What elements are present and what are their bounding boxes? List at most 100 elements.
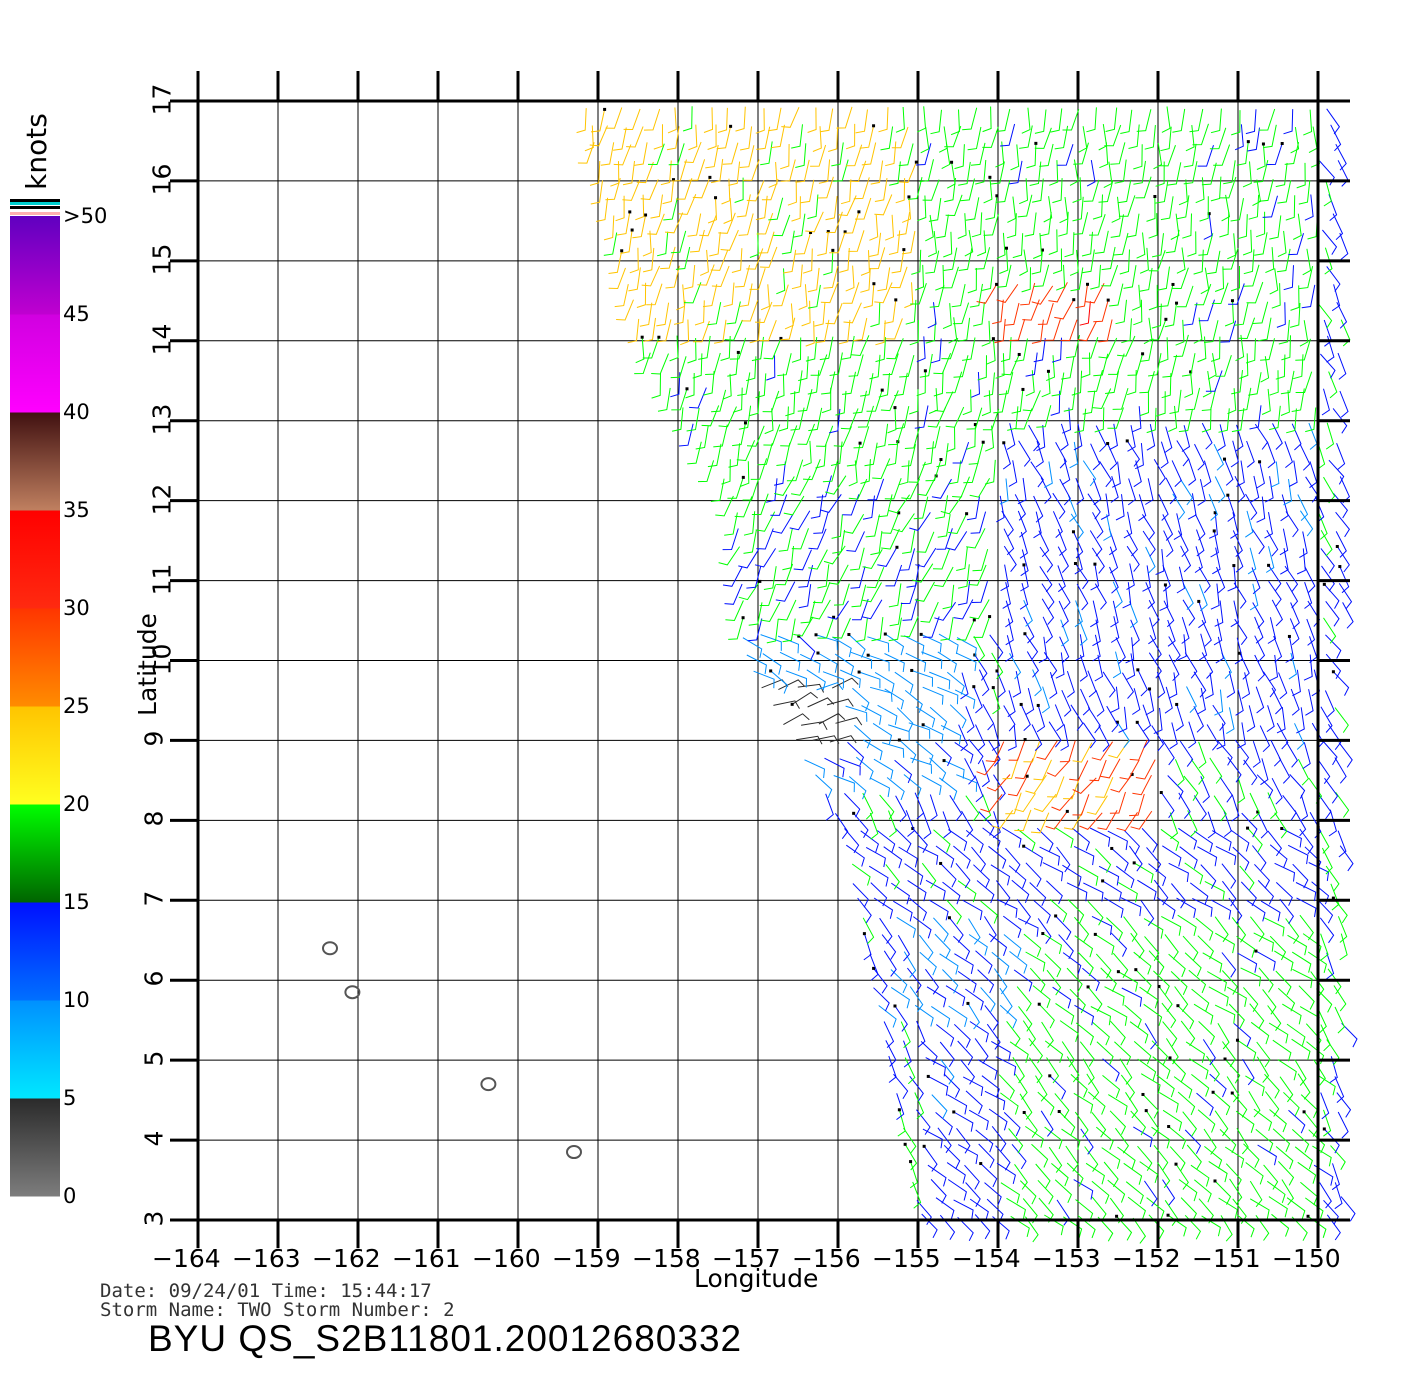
wind-barb: [1213, 144, 1231, 166]
wind-barb: [1156, 1074, 1175, 1098]
wind-barb: [1333, 897, 1348, 924]
wind-barb: [908, 722, 931, 739]
wind-barb: [782, 545, 794, 571]
wind-barb: [1290, 688, 1300, 716]
wind-barb: [675, 178, 693, 200]
wind-barb: [1251, 567, 1261, 595]
rain-flag-marker: [603, 107, 607, 111]
wind-barb: [810, 494, 824, 519]
wind-barb: [925, 1057, 946, 1077]
wind-barb: [1101, 265, 1119, 287]
wind-barb: [1320, 548, 1335, 574]
wind-barb: [772, 284, 789, 307]
rain-flag-marker: [1037, 1002, 1041, 1006]
wind-barb: [732, 387, 743, 413]
rain-flag-marker: [979, 1162, 983, 1166]
wind-barb: [1331, 284, 1341, 312]
wind-barb: [996, 284, 1019, 303]
wind-barb: [1198, 299, 1215, 322]
rain-flag-marker: [1235, 1038, 1239, 1042]
wind-barb: [1110, 214, 1124, 238]
wind-barb: [968, 934, 988, 956]
rain-flag-marker: [857, 670, 861, 674]
wind-barb: [1148, 250, 1166, 272]
wind-barb: [1081, 337, 1099, 359]
wind-barb: [1193, 705, 1205, 733]
wind-barb: [1069, 760, 1089, 781]
wind-barb: [791, 528, 809, 550]
wind-barb: [983, 177, 993, 204]
wind-barb: [1215, 845, 1237, 865]
wind-barb: [1269, 935, 1287, 961]
wind-barb: [967, 1003, 981, 1030]
wind-barb: [1254, 616, 1264, 644]
wind-barb: [897, 934, 911, 962]
wind-barb: [1148, 617, 1157, 645]
wind-barb: [1218, 1197, 1238, 1219]
wind-barb: [1268, 565, 1282, 592]
wind-barb: [829, 564, 849, 585]
wind-barb: [860, 250, 870, 276]
wind-barb: [1049, 160, 1059, 186]
wind-barb: [937, 686, 959, 705]
wind-barb: [1117, 179, 1132, 204]
wind-barb: [888, 494, 911, 514]
wind-barb: [1326, 108, 1341, 135]
wind-barb: [1319, 160, 1335, 186]
wind-barb: [1151, 233, 1164, 258]
wind-barb: [820, 108, 834, 133]
wind-barb: [1223, 810, 1232, 837]
wind-barb: [1094, 230, 1109, 254]
wind-barb: [1110, 686, 1120, 713]
wind-barb: [1082, 460, 1097, 487]
wind-barb: [1090, 443, 1101, 471]
wind-barb: [1094, 407, 1105, 433]
wind-barb: [713, 424, 728, 448]
wind-barb: [848, 230, 865, 252]
colorbar-tick-label: 25: [63, 694, 90, 718]
wind-barb: [935, 264, 945, 291]
rain-flag-marker: [816, 651, 820, 655]
wind-barb: [1064, 232, 1075, 258]
wind-barb: [921, 862, 937, 889]
wind-barb: [1190, 759, 1205, 785]
wind-barb: [1153, 1144, 1169, 1171]
rain-flag-marker: [988, 615, 992, 619]
wind-barb: [1273, 635, 1283, 663]
wind-barb: [727, 477, 744, 499]
wind-barb: [1033, 338, 1046, 363]
wind-barb: [975, 1129, 994, 1153]
wind-barb: [1221, 970, 1238, 995]
wind-barb: [718, 406, 737, 428]
wind-barb: [945, 371, 963, 394]
wind-barb: [710, 249, 729, 271]
wind-barb: [934, 391, 954, 413]
wind-barb: [1093, 299, 1109, 323]
wind-barb: [981, 266, 994, 291]
wind-barb: [1121, 672, 1135, 699]
colorbar-band: [10, 314, 60, 413]
colorbar-cap-stripe: [10, 209, 60, 212]
wind-barb: [1033, 495, 1044, 523]
wind-barb: [999, 248, 1009, 274]
wind-barb: [1249, 583, 1259, 611]
wind-barb: [577, 142, 595, 164]
wind-barb: [1337, 352, 1347, 380]
wind-barb: [1252, 179, 1262, 207]
wind-barb: [1075, 477, 1085, 505]
wind-barb: [1066, 1162, 1084, 1187]
wind-barb: [904, 1057, 916, 1085]
wind-barb: [1074, 408, 1087, 433]
wind-barb: [1285, 636, 1295, 663]
wind-barb: [1242, 1058, 1255, 1086]
wind-barb: [1082, 249, 1095, 274]
wind-barb: [1319, 917, 1335, 944]
rain-flag-marker: [897, 738, 901, 742]
wind-barb: [1109, 423, 1118, 451]
wind-barb: [756, 126, 771, 150]
wind-barb: [844, 828, 860, 854]
wind-barb: [1201, 407, 1212, 433]
wind-barb: [953, 935, 971, 960]
wind-barb: [680, 319, 690, 346]
rain-flag-marker: [1223, 457, 1227, 461]
